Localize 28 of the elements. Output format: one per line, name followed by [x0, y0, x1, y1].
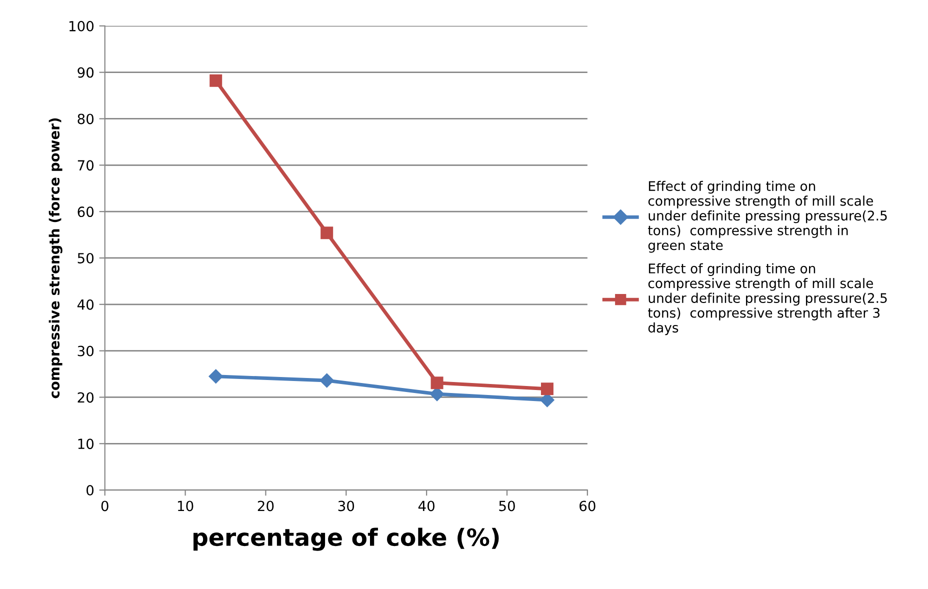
- y-axis-title: compressive strength (force power): [48, 118, 62, 398]
- point: [320, 226, 334, 240]
- point: [430, 376, 444, 390]
- y-tick-label: 10: [78, 438, 94, 450]
- y-tick-label: 0: [86, 485, 94, 496]
- x-tick-label: 10: [178, 500, 194, 512]
- y-tick-label: 70: [78, 160, 94, 171]
- y-tick-label: 50: [78, 252, 94, 264]
- point: [540, 382, 554, 396]
- y-tick-label: 20: [78, 392, 94, 403]
- x-tick-label: 50: [499, 500, 515, 512]
- y-tick-label: 100: [69, 20, 94, 32]
- point: [208, 369, 223, 384]
- y-tick-label: 40: [77, 299, 94, 310]
- x-tick-label: 30: [338, 500, 354, 512]
- x-tick-label: 0: [101, 500, 108, 512]
- point: [210, 74, 222, 87]
- x-tick-label: 20: [258, 500, 274, 512]
- x-axis-title: percentage of coke (%): [194, 528, 499, 551]
- y-tick-label: 90: [78, 67, 94, 78]
- x-tick-label: 40: [418, 500, 434, 512]
- y-tick-label: 60: [78, 206, 94, 218]
- point: [320, 373, 334, 388]
- y-tick-label: 30: [78, 346, 94, 356]
- legend-label: Effect of grinding time on compressive strength of mill scale under definite pressing pressure(2.5 tons) compressive strength after 3 days: [648, 263, 887, 336]
- y-tick-label: 80: [78, 114, 94, 124]
- legend-label: Effect of grinding time on compressive strength of mill scale under definite pressing pressure(2.5 tons) compressive strength in green state: [648, 180, 887, 253]
- x-tick-label: 60: [580, 500, 596, 512]
